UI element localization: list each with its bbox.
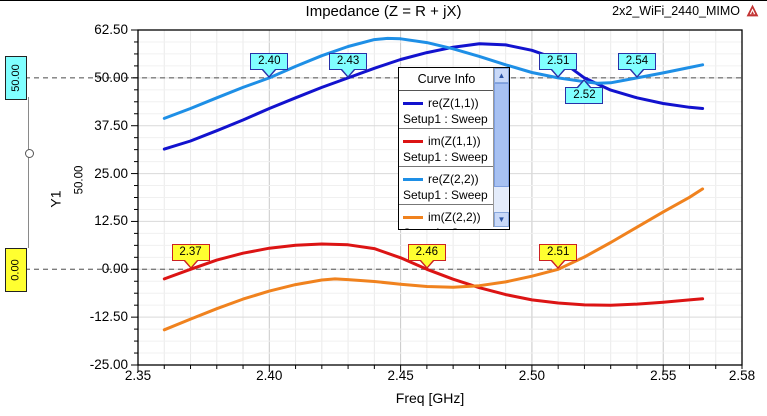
marker-pointer-icon — [578, 80, 591, 88]
curve-setup: Setup1 : Sweep — [403, 112, 488, 126]
curve-swatch — [403, 177, 423, 181]
marker-value: 2.37 — [179, 246, 202, 259]
marker-value: 2.54 — [625, 54, 649, 67]
freq-marker[interactable]: 2.46 — [407, 244, 446, 270]
freq-marker[interactable]: 2.37 — [171, 244, 210, 270]
ruler-dimension-line — [28, 97, 29, 248]
freq-marker[interactable]: 2.51 — [539, 52, 578, 78]
curve-info-panel[interactable]: Curve Info re(Z(1,1)) Setup1 : Sweep im(Z(… — [398, 67, 510, 230]
curve-info-item[interactable]: im(Z(1,1)) Setup1 : Sweep — [399, 129, 494, 167]
ruler-dimension-handle-icon[interactable] — [25, 149, 34, 158]
curve-info-list: re(Z(1,1)) Setup1 : Sweep im(Z(1,1)) Setup1… — [399, 91, 494, 229]
curve-swatch — [403, 139, 423, 143]
curve-re(Z(2,2))[interactable] — [162, 36, 705, 120]
curve-swatch — [403, 101, 423, 105]
curve-re(Z(1,1))[interactable] — [162, 42, 705, 151]
marker-pointer-icon — [420, 260, 433, 268]
curve-info-item[interactable]: re(Z(2,2)) Setup1 : Sweep — [399, 167, 494, 205]
lower-ruler-value-box[interactable]: 0.00 — [5, 248, 27, 292]
marker-value: 2.43 — [336, 54, 360, 67]
freq-marker[interactable]: 2.43 — [329, 52, 368, 78]
y-tick-label: 25.00 — [94, 165, 128, 181]
marker-pointer-icon — [342, 68, 355, 76]
y-tick-label: 37.50 — [94, 117, 128, 133]
freq-marker[interactable]: 2.52 — [565, 78, 604, 104]
scroll-down-button[interactable]: ▼ — [494, 212, 509, 227]
marker-value: 2.52 — [573, 88, 596, 101]
x-axis-title: Freq [GHz] — [395, 390, 465, 406]
curve-swatch — [403, 215, 423, 219]
scroll-up-button[interactable]: ▲ — [494, 68, 509, 83]
curve-setup: Setup1 : Sweep — [403, 150, 488, 164]
freq-marker[interactable]: 2.51 — [539, 244, 578, 270]
upper-ruler-value-box[interactable]: 50.00 — [5, 56, 27, 100]
freq-marker[interactable]: 2.40 — [250, 52, 289, 78]
freq-marker[interactable]: 2.54 — [617, 52, 656, 78]
marker-pointer-icon — [552, 260, 565, 268]
curve-name: re(Z(2,2)) — [428, 172, 479, 186]
legend-scrollbar[interactable]: ▲ ▼ — [493, 68, 509, 227]
y-tick-label: -25.00 — [89, 357, 128, 372]
curve-setup: Setup1 : Sweep — [403, 188, 488, 202]
curve-name: re(Z(1,1)) — [428, 96, 479, 110]
curve-info-item[interactable]: im(Z(2,2))Setup1 : Sweep — [399, 205, 494, 229]
y-tick-label: 62.50 — [94, 22, 128, 37]
y-tick-label: 50.00 — [94, 69, 128, 85]
y-tick-label: -12.50 — [89, 309, 128, 325]
curve-name: im(Z(1,1)) — [428, 134, 481, 148]
curve-im(Z(2,2))[interactable] — [162, 187, 705, 332]
curve-name: im(Z(2,2)) — [428, 210, 481, 224]
marker-pointer-icon — [263, 68, 276, 76]
marker-pointer-icon — [552, 68, 565, 76]
scroll-thumb[interactable] — [494, 83, 509, 187]
page-title: Impedance (Z = R + jX) — [305, 3, 462, 20]
marker-value: 2.46 — [415, 246, 439, 259]
x-tick-label: 2.35 — [124, 368, 152, 383]
y-tick-label: 12.50 — [94, 213, 128, 229]
curve-info-item[interactable]: re(Z(1,1)) Setup1 : Sweep — [399, 91, 494, 129]
curve-im(Z(1,1))[interactable] — [162, 242, 705, 307]
x-tick-label: 2.50 — [518, 368, 546, 383]
curve-info-title: Curve Info — [399, 68, 494, 91]
x-tick-label: 2.45 — [387, 368, 414, 383]
x-tick-label: 2.40 — [256, 368, 283, 383]
x-tick-label: 2.58 — [728, 368, 756, 383]
window-top-border — [0, 0, 767, 1]
project-name: 2x2_WiFi_2440_MIMO — [612, 4, 740, 18]
y-tick-label: 0.00 — [101, 261, 128, 277]
marker-value: 2.40 — [258, 54, 281, 67]
marker-value: 2.51 — [546, 246, 570, 259]
marker-value: 2.51 — [546, 54, 570, 67]
ansoft-logo-icon — [746, 4, 759, 17]
marker-pointer-icon — [630, 68, 643, 76]
marker-pointer-icon — [184, 260, 197, 268]
x-tick-label: 2.55 — [650, 368, 677, 383]
curve-setup: Setup1 : Sweep — [403, 225, 490, 229]
